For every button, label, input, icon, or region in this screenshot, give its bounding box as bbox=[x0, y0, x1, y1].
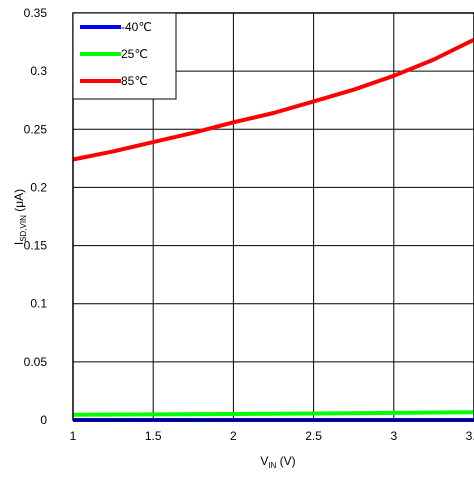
y-axis-label: ISD,VIN (μA) bbox=[12, 189, 28, 245]
legend-label-0: -40℃ bbox=[121, 20, 152, 34]
legend-label-2: 85℃ bbox=[121, 74, 148, 88]
x-tick-label: 1 bbox=[70, 429, 77, 443]
x-tick-label: 1.5 bbox=[145, 429, 162, 443]
x-axis-label: VIN (V) bbox=[260, 454, 295, 470]
y-tick-label: 0.15 bbox=[24, 239, 48, 253]
series-line-2 bbox=[72, 37, 474, 162]
y-tick-label: 0 bbox=[40, 413, 47, 427]
grid-layer bbox=[72, 12, 474, 421]
y-tick-label: 0.3 bbox=[30, 64, 47, 78]
x-tick-label: 3 bbox=[390, 429, 397, 443]
x-tick-label: 3.5 bbox=[466, 429, 474, 443]
x-tick-label: 2 bbox=[230, 429, 237, 443]
plot-frame bbox=[72, 12, 474, 421]
tick-labels: 1 1.5 2 2.5 3 3.5 0 0.05 0.1 0.15 0.2 0.25 0.3 0.35 bbox=[24, 6, 474, 443]
axis-labels: VIN (V) ISD,VIN (μA) bbox=[12, 189, 296, 470]
y-tick-label: 0.2 bbox=[30, 180, 47, 194]
y-tick-label: 0.25 bbox=[24, 122, 48, 136]
legend: -40℃ 25℃ 85℃ bbox=[72, 12, 177, 100]
frame-layer bbox=[72, 12, 474, 421]
series-line-1 bbox=[72, 410, 474, 417]
x-tick-label: 2.5 bbox=[305, 429, 322, 443]
y-tick-label: 0.05 bbox=[24, 355, 48, 369]
legend-label-1: 25℃ bbox=[121, 47, 148, 61]
y-tick-label: 0.35 bbox=[24, 6, 48, 20]
y-tick-label: 0.1 bbox=[30, 297, 47, 311]
